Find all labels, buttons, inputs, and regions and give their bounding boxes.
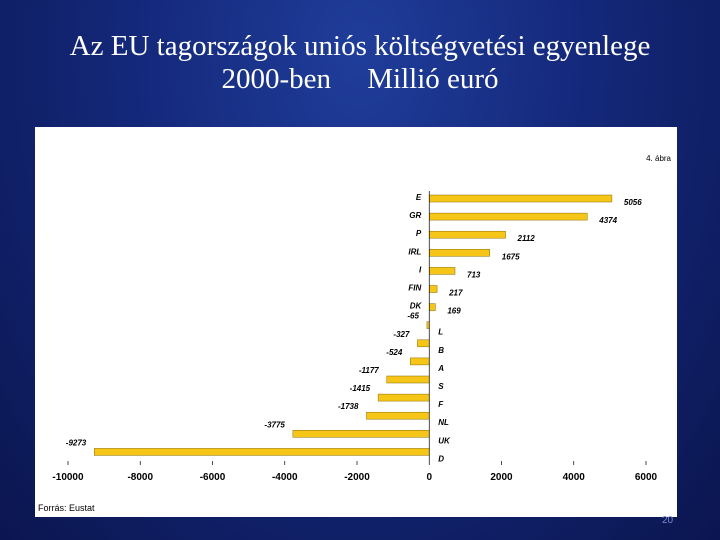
value-label-f: -1415 — [350, 384, 371, 393]
x-tick-label: -4000 — [272, 472, 298, 483]
x-tick-label: -8000 — [127, 472, 153, 483]
bar-nl — [366, 411, 430, 420]
bar-l — [426, 321, 430, 329]
category-label-dk: DK — [410, 302, 423, 311]
x-tick-label: -2000 — [344, 472, 370, 483]
value-label-e: 5056 — [624, 198, 642, 207]
bar-s — [386, 375, 430, 384]
category-label-gr: GR — [409, 211, 421, 220]
slide-title-line-2: 2000-ben Millió euró — [221, 63, 499, 95]
category-label-d: D — [438, 454, 444, 463]
bar-p — [429, 230, 506, 239]
x-tick-label: -6000 — [200, 472, 226, 483]
category-label-l: L — [438, 328, 443, 337]
value-label-gr: 4374 — [598, 216, 617, 225]
bar-dk — [429, 303, 436, 311]
bar-fin — [429, 285, 438, 293]
bar-a — [410, 357, 430, 366]
chart-panel: 4. ábra E 5056 GR 4374 P 2112 IRL 1675 I 713 FIN 21… — [35, 127, 677, 517]
category-label-p: P — [416, 229, 422, 238]
value-label-l: -65 — [407, 312, 419, 321]
value-label-s: -1177 — [359, 366, 379, 375]
bar-irl — [429, 249, 491, 257]
value-label-fin: 217 — [448, 289, 463, 298]
slide-title: Az EU tagországok uniós költségvetési eg… — [0, 30, 720, 96]
source-note: Forrás: Eustat — [38, 503, 95, 513]
value-label-nl: -1738 — [338, 402, 359, 411]
bar-d — [94, 448, 430, 456]
x-tick-label: 2000 — [490, 472, 513, 483]
bar-i — [429, 267, 456, 275]
x-tick-label: 0 — [426, 472, 432, 483]
bar-f — [377, 393, 430, 402]
x-tick-label: -10000 — [52, 472, 84, 483]
bar-gr — [429, 212, 588, 221]
category-label-irl: IRL — [408, 247, 421, 256]
category-label-f: F — [438, 400, 444, 409]
page-number: 20 — [662, 515, 674, 526]
slide-title-line-1: Az EU tagországok uniós költségvetési eg… — [69, 30, 651, 62]
category-label-s: S — [438, 382, 444, 391]
category-label-a: A — [437, 364, 444, 373]
bar-chart: E 5056 GR 4374 P 2112 IRL 1675 I 713 FIN 217 DK 169 L -… — [52, 191, 658, 483]
category-label-e: E — [416, 193, 422, 202]
category-label-nl: NL — [438, 418, 449, 427]
bar-b — [417, 339, 430, 348]
x-tick-label: 6000 — [635, 472, 658, 483]
bar-e — [429, 194, 613, 203]
category-label-b: B — [438, 346, 444, 355]
x-tick-label: 4000 — [563, 472, 586, 483]
figure-number: 4. ábra — [646, 154, 671, 163]
value-label-uk: -3775 — [264, 420, 285, 429]
value-label-irl: 1675 — [502, 252, 520, 261]
category-label-uk: UK — [438, 436, 451, 445]
value-label-i: 713 — [467, 270, 481, 279]
category-label-i: I — [419, 265, 422, 274]
bar-uk — [292, 430, 430, 438]
category-label-fin: FIN — [408, 284, 421, 293]
value-label-b: -327 — [393, 330, 410, 339]
value-label-dk: 169 — [447, 307, 461, 316]
value-label-a: -524 — [386, 348, 403, 357]
value-label-p: 2112 — [517, 234, 536, 243]
value-label-d: -9273 — [66, 438, 87, 447]
